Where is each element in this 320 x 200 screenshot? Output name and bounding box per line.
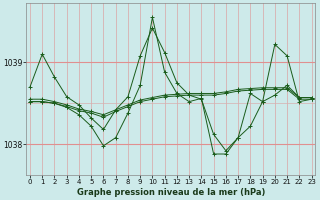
X-axis label: Graphe pression niveau de la mer (hPa): Graphe pression niveau de la mer (hPa) <box>76 188 265 197</box>
